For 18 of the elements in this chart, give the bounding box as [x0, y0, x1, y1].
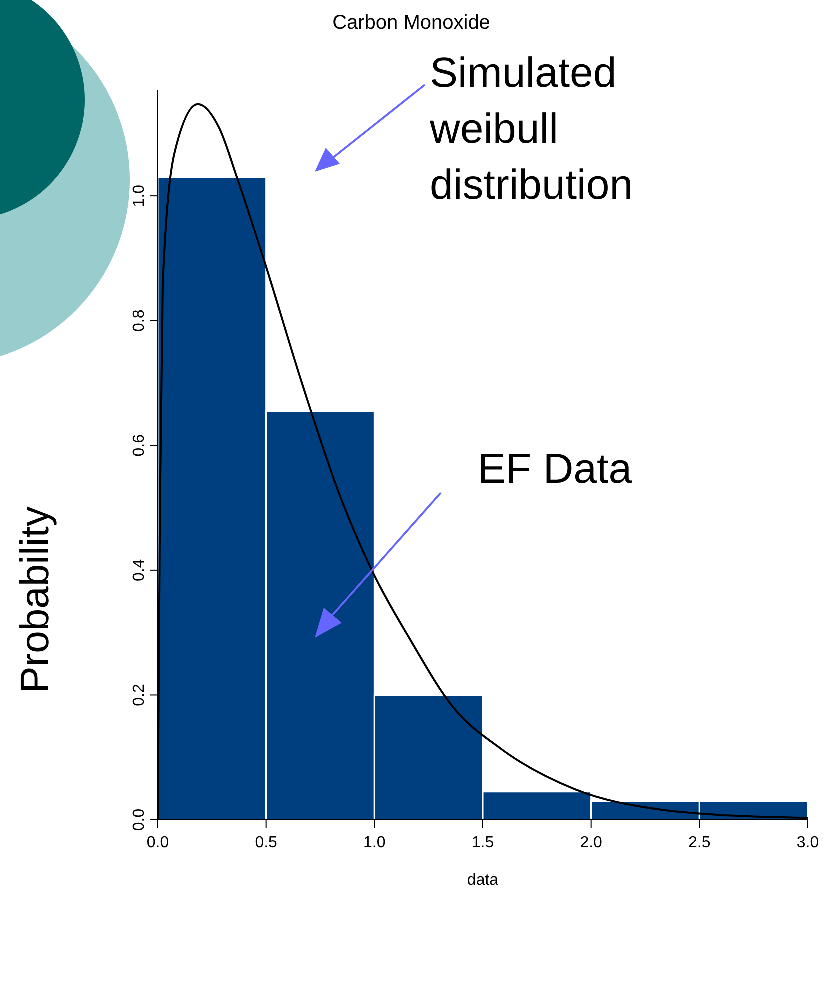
x-tick-label: 1.0 [364, 834, 386, 852]
x-tick-label: 2.5 [688, 834, 711, 852]
x-tick-label: 1.5 [472, 834, 494, 852]
y-tick-label: 0.8 [131, 310, 148, 332]
y-tick-label: 1.0 [131, 184, 148, 208]
chart-title: Carbon Monoxide [332, 12, 492, 35]
y-axis-title: Probability [14, 506, 58, 694]
y-tick-label: 0.0 [131, 808, 148, 832]
x-tick-label: 3.0 [796, 834, 820, 852]
x-axis-title: data [466, 872, 500, 890]
x-tick-label: 0.0 [146, 834, 170, 852]
x-tick-label: 0.5 [255, 834, 278, 852]
x-tick-label: 2.0 [580, 834, 603, 852]
annotation: Simulated weibull distribution [430, 48, 634, 210]
y-tick-label: 0.2 [131, 684, 148, 706]
y-tick-label: 0.4 [131, 559, 148, 582]
y-tick-label: 0.6 [131, 434, 148, 457]
annotation: EF Data [478, 445, 634, 493]
